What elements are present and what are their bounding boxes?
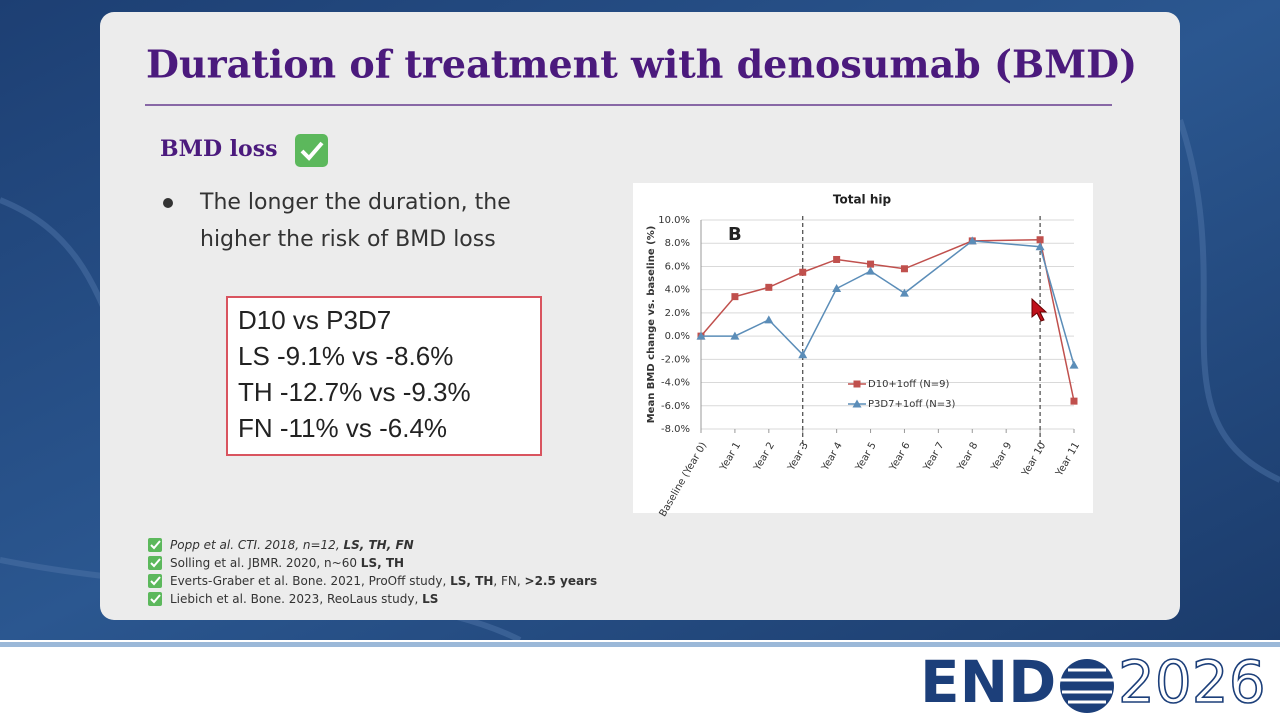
reference-part: Liebich et al. Bone. 2023, ReoLaus study…: [170, 592, 422, 606]
logo-left: END: [920, 648, 1056, 716]
y-tick-label: 2.0%: [665, 308, 690, 319]
summary-line: LS -9.1% vs -8.6%: [238, 341, 453, 371]
check-icon: [148, 592, 162, 606]
cursor: [1031, 297, 1048, 322]
data-point: [765, 283, 773, 291]
y-tick-label: -6.0%: [661, 401, 690, 412]
bullet-dot: [163, 198, 173, 208]
check-mark: [150, 594, 161, 604]
y-tick-label: -2.0%: [661, 354, 690, 365]
bullet-text: higher the risk of BMD loss: [200, 227, 496, 252]
data-point: [730, 331, 740, 340]
data-point: [899, 288, 909, 297]
check-box: [148, 556, 162, 570]
y-axis-label: Mean BMD change vs. baseline (%): [646, 226, 657, 424]
reference-part: LS: [422, 592, 438, 606]
check-icon: [148, 574, 162, 588]
check-box: [148, 538, 162, 552]
reference: Popp et al. CTI. 2018, n=12, LS, TH, FN: [170, 538, 414, 552]
y-tick-label: 10.0%: [658, 215, 690, 226]
y-tick-label: -8.0%: [661, 424, 690, 435]
summary-line: TH -12.7% vs -9.3%: [238, 377, 471, 407]
data-point: [731, 293, 739, 301]
legend-label: D10+1off (N=9): [868, 379, 949, 390]
panel-letter: B: [728, 224, 742, 245]
logo-right: 2026: [1118, 648, 1266, 716]
check-icon: [148, 538, 162, 552]
data-point: [833, 255, 841, 263]
reference-part: Solling et al. JBMR. 2020, n~60: [170, 556, 361, 570]
check-mark: [150, 576, 161, 586]
y-tick-label: 8.0%: [665, 238, 690, 249]
check-box: [148, 574, 162, 588]
title: Duration of treatment with denosumab (BM…: [146, 42, 1137, 87]
series-line: [701, 240, 1075, 366]
reference: Solling et al. JBMR. 2020, n~60 LS, TH: [170, 556, 404, 570]
reference: Everts-Graber et al. Bone. 2021, ProOff …: [170, 574, 597, 588]
check-mark: [150, 558, 161, 568]
chart-image: [633, 183, 1093, 513]
check-icon: [295, 134, 328, 167]
data-point: [900, 265, 908, 273]
data-point: [866, 266, 876, 275]
data-point: [832, 284, 842, 293]
data-point: [867, 260, 875, 268]
data-point: [1035, 242, 1045, 251]
legend-label: P3D7+1off (N=3): [868, 399, 956, 410]
data-point: [798, 350, 808, 359]
data-point: [967, 236, 977, 245]
logo-globe: [1060, 659, 1114, 713]
reference-part: , FN,: [493, 574, 524, 588]
footer-line: [0, 642, 1280, 647]
chart-title: Total hip: [833, 193, 892, 207]
summary-line: D10 vs P3D7: [238, 305, 391, 335]
reference-part: LS, TH: [361, 556, 404, 570]
y-tick-label: 4.0%: [665, 285, 690, 296]
subtitle: BMD loss: [160, 136, 278, 162]
reference-part: Popp et al. CTI. 2018, n=12,: [170, 538, 343, 552]
reference: Liebich et al. Bone. 2023, ReoLaus study…: [170, 592, 438, 606]
y-tick-label: -4.0%: [661, 378, 690, 389]
check-mark: [150, 540, 161, 550]
reference-part: >2.5 years: [525, 574, 598, 588]
data-point: [799, 268, 807, 276]
check-icon: [148, 556, 162, 570]
reference-part: LS, TH, FN: [343, 538, 413, 552]
reference-part: Everts-Graber et al. Bone. 2021, ProOff …: [170, 574, 450, 588]
data-point: [1070, 397, 1078, 405]
y-tick-label: 6.0%: [665, 261, 690, 272]
data-point: [696, 331, 706, 340]
check-box: [148, 592, 162, 606]
legend-marker: [853, 380, 861, 388]
data-point: [1036, 236, 1044, 244]
data-point: [764, 315, 774, 324]
reference-part: LS, TH: [450, 574, 493, 588]
summary-box: [226, 296, 542, 456]
summary-line: FN -11% vs -6.4%: [238, 413, 447, 443]
bullet-text: The longer the duration, the: [199, 190, 511, 215]
legend-marker: [852, 399, 862, 408]
series-line: [700, 238, 1075, 402]
data-point: [1069, 360, 1079, 369]
y-tick-label: 0.0%: [665, 331, 690, 342]
